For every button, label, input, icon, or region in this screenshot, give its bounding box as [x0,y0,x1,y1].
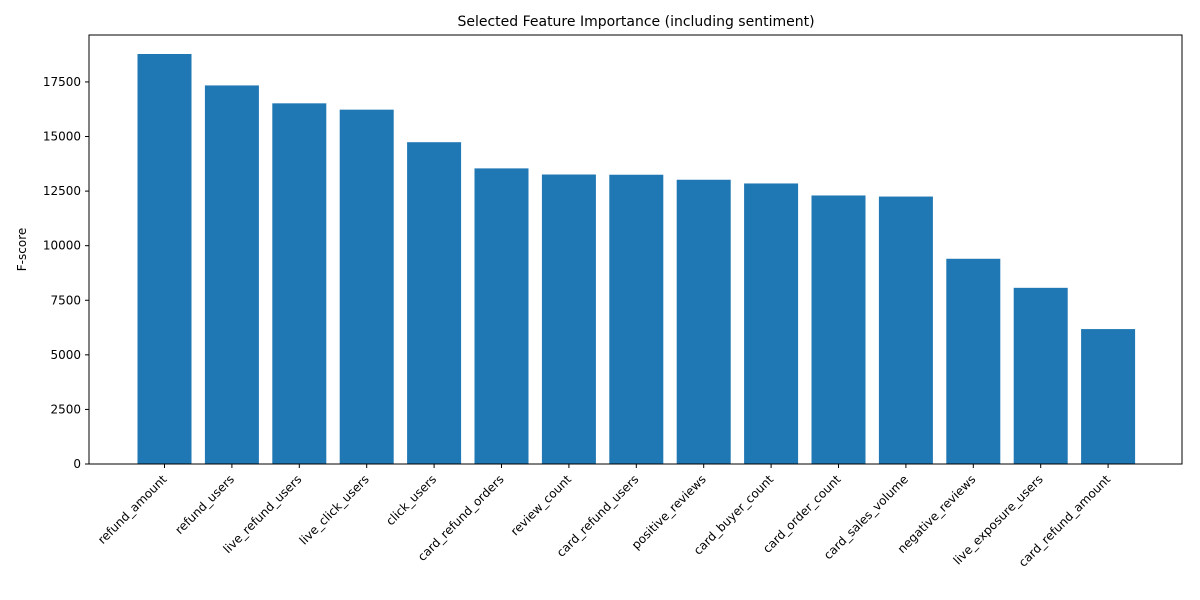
bar-card-order-count [811,195,866,464]
bars-group [137,53,1136,465]
y-tick-label: 17500 [43,75,81,89]
y-tick-label: 2500 [50,402,81,416]
bar-refund-amount [137,53,192,465]
y-tick-label: 10000 [43,239,81,253]
x-tick-label: click_users [383,472,439,528]
bar-live-refund-users [272,103,327,464]
y-tick-label: 5000 [50,348,81,362]
y-axis-label: F-score [15,228,29,271]
bar-card-refund-users [609,174,664,465]
bar-click-users [407,142,462,464]
plot-frame [88,34,1183,465]
bar-positive-reviews [676,179,731,464]
bar-live-exposure-users [1013,287,1068,464]
x-tick-label: refund_users [172,472,237,537]
y-tick-label: 12500 [43,184,81,198]
x-tick-label: refund_amount [95,472,170,547]
x-axis-ticks: refund_amount refund_userslive_refund_use… [95,464,1113,570]
chart-title: Selected Feature Importance (including s… [457,14,814,30]
bar-card-sales-volume [878,196,933,464]
y-axis-ticks: 0 2500 5000 7500 10000 12500 15000 17500 [43,75,89,471]
bar-refund-users [204,85,259,465]
bar-review-count [541,174,596,464]
bar-negative-reviews [946,258,1001,464]
y-tick-label: 0 [73,457,81,471]
x-tick-label: live_click_users [297,472,372,547]
bar-card-refund-amount [1081,329,1136,464]
x-tick-label: positive_reviews [629,472,709,552]
bar-card-buyer-count [744,183,799,464]
y-tick-label: 15000 [43,130,81,144]
x-tick-label: review_count [508,472,574,538]
bar-card-refund-orders [474,168,529,464]
bar-live-click-users [339,109,394,465]
y-tick-label: 7500 [50,293,81,307]
